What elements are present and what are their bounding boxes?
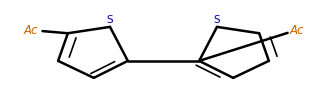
Text: Ac: Ac	[289, 24, 304, 37]
Text: S: S	[214, 15, 220, 25]
Text: S: S	[107, 15, 113, 25]
Text: Ac: Ac	[23, 24, 38, 37]
